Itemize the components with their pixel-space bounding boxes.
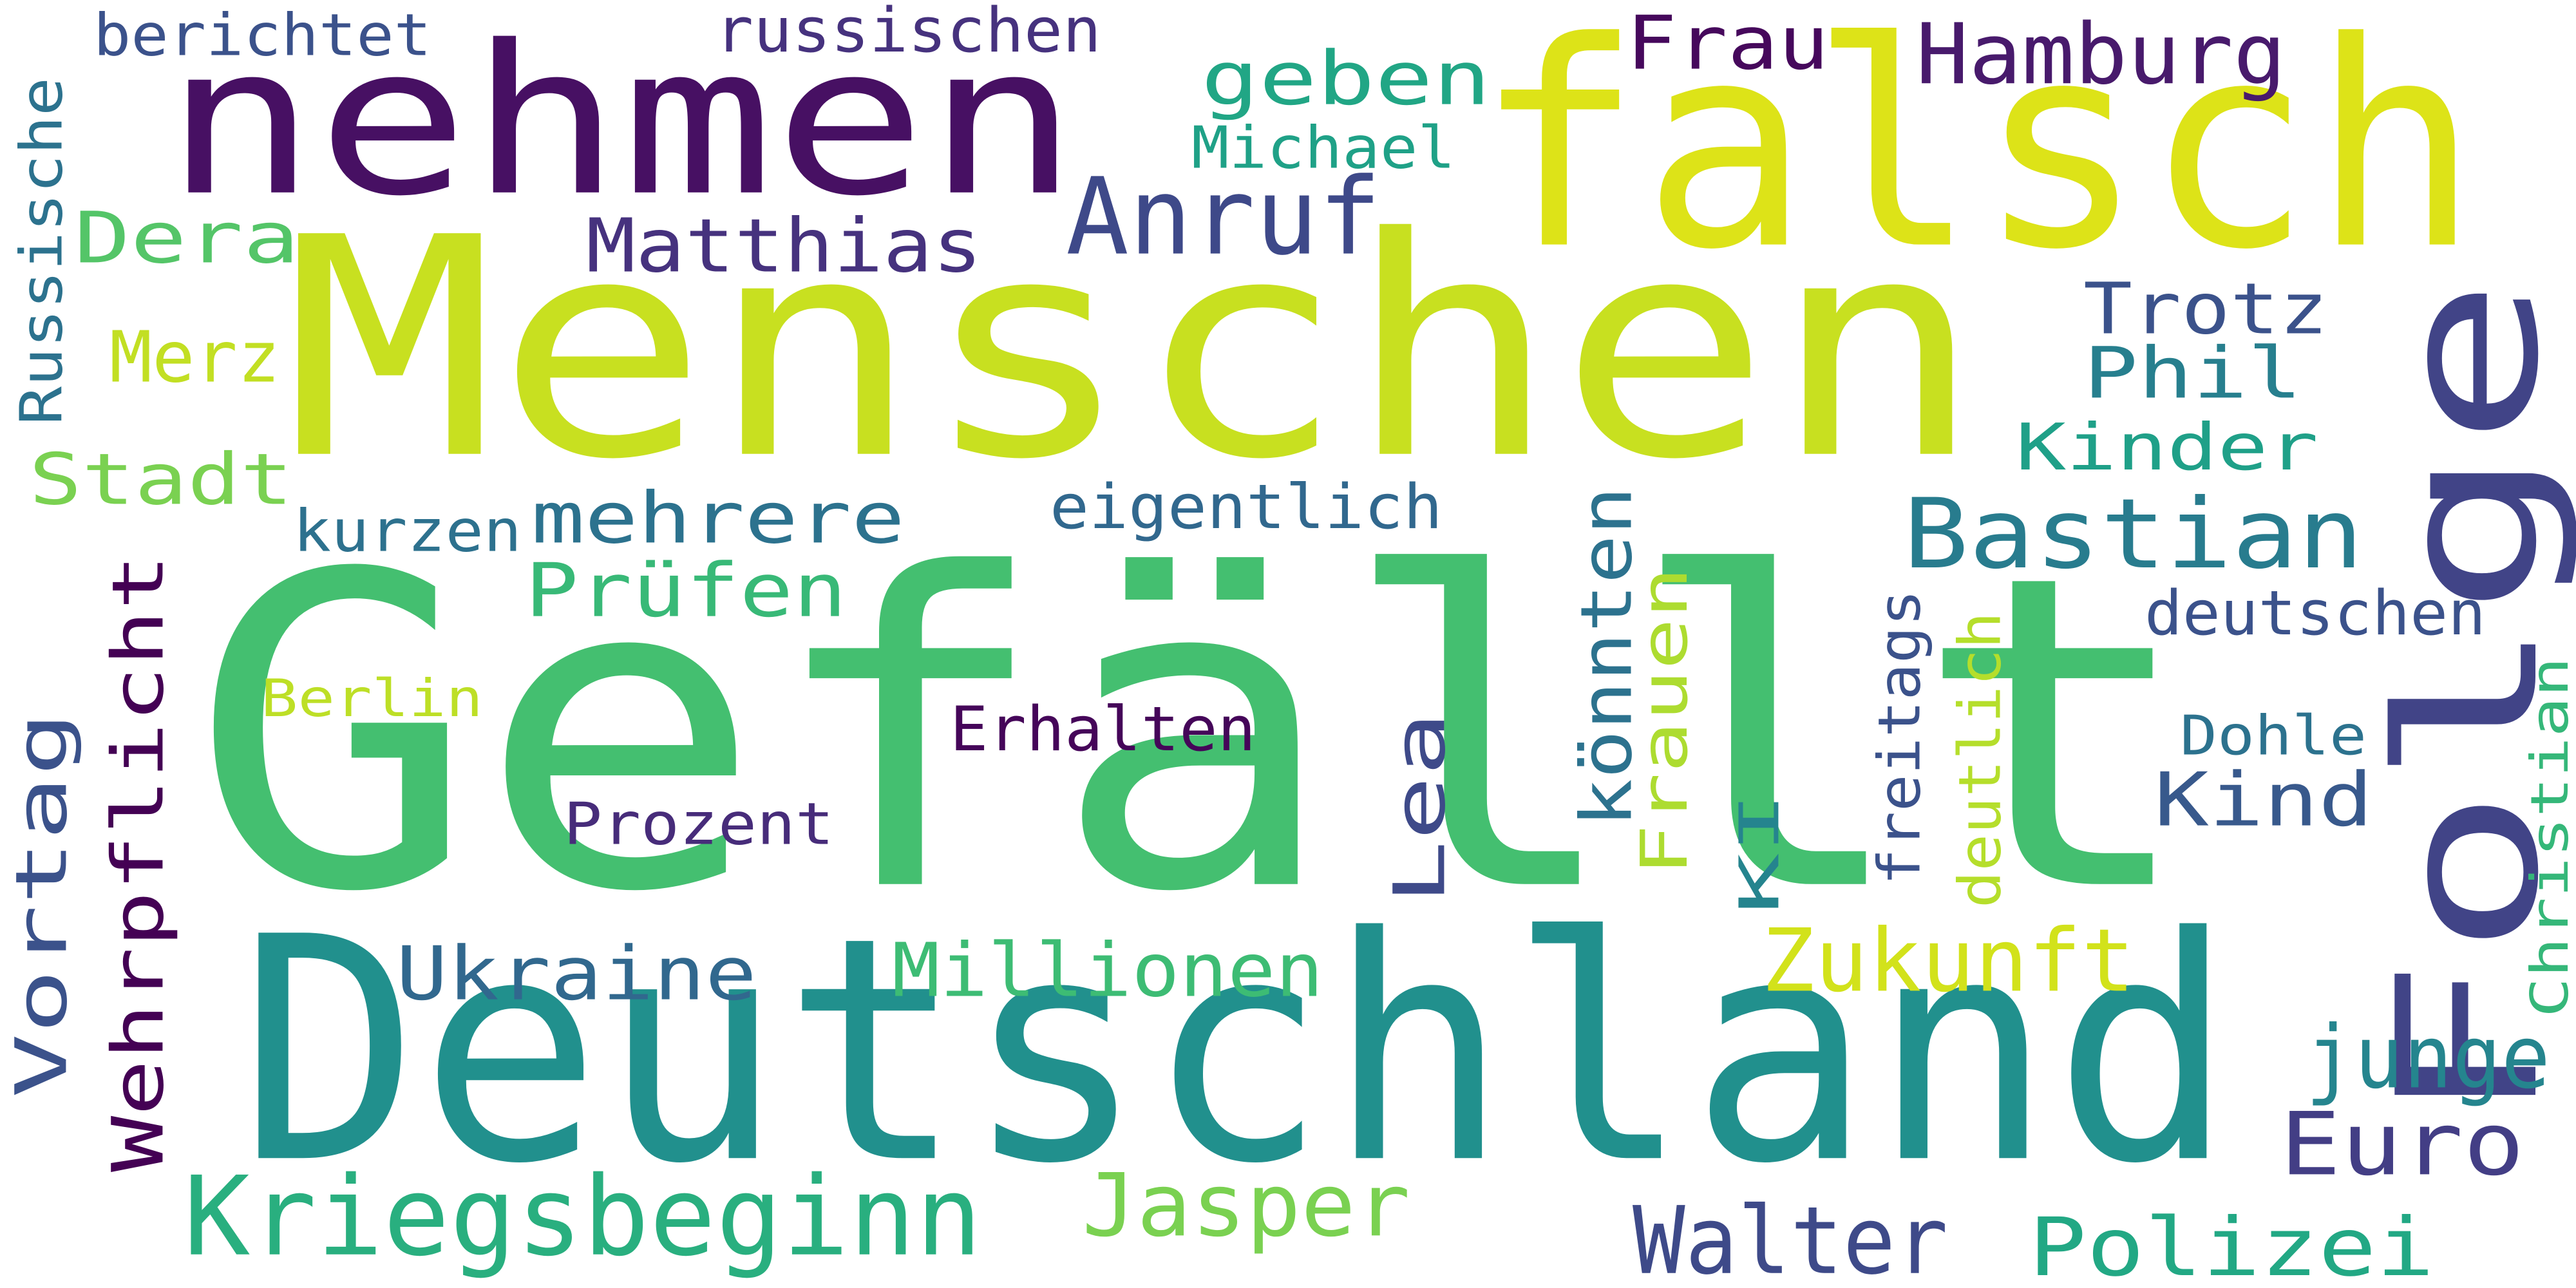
word-prozent: Prozent <box>564 790 834 858</box>
word-ki: KI <box>1727 792 1792 914</box>
word-euro: Euro <box>2280 1093 2524 1195</box>
word-eigentlich: eigentlich <box>1050 471 1443 543</box>
word-erhalten: Erhalten <box>950 693 1256 765</box>
word-falsch: falsch <box>1475 0 2479 313</box>
word-russischen: russischen <box>715 0 1101 66</box>
word-trotz: Trotz <box>2083 267 2328 350</box>
word-lea: Lea <box>1378 712 1461 905</box>
word-anruf: Anruf <box>1066 155 1381 279</box>
word-berlin: Berlin <box>261 668 483 729</box>
word-kurzen: kurzen <box>293 497 522 565</box>
word-menschen: Menschen <box>283 172 1984 527</box>
word-bastian: Bastian <box>1903 477 2363 591</box>
word-dohle: Dohle <box>2180 703 2367 768</box>
word-zukunft: Zukunft <box>1761 909 2135 1012</box>
word-frauen: Frauen <box>1627 567 1702 876</box>
word-hamburg: Hamburg <box>1916 5 2286 104</box>
word-vortag: Vortag <box>0 712 83 1098</box>
word-geben: geben <box>1201 35 1491 122</box>
word-kind: Kind <box>2154 756 2373 844</box>
word-jasper: Jasper <box>1082 1154 1410 1256</box>
word-phil: Phil <box>2083 332 2302 415</box>
word-michael: Michael <box>1191 113 1455 182</box>
word-walter: Walter <box>1633 1186 1948 1288</box>
word-matthias: Matthias <box>586 202 982 290</box>
word-christian: Christian <box>2519 657 2576 1018</box>
word-russische: Russische <box>7 77 76 426</box>
word-ukraine: Ukraine <box>396 930 757 1018</box>
word-berichtet: berichtet <box>93 1 431 70</box>
word-merz: Merz <box>109 316 280 399</box>
word-kriegsbeginn: Kriegsbeginn <box>184 1152 982 1281</box>
word-deutschen: deutschen <box>2145 577 2486 649</box>
word-gefaellt: Gefällt <box>190 482 2199 988</box>
word-junge: junge <box>2306 1006 2550 1108</box>
word-stadt: Stadt <box>29 438 293 521</box>
word-pruefen: Prüfen <box>525 547 847 634</box>
word-deutlich: deutlich <box>1946 612 2014 908</box>
word-nehmen: nehmen <box>164 1 1079 242</box>
word-frau: Frau <box>1626 0 1829 87</box>
word-millionen: Millionen <box>892 927 1323 1014</box>
word-wehrpflicht: Wehrpflicht <box>97 554 180 1172</box>
word-deutschland: Deutschland <box>238 870 2235 1233</box>
word-mehrere: mehrere <box>531 477 905 560</box>
word-kinder: Kinder <box>2016 410 2318 485</box>
word-polizei: Polizei <box>2029 1200 2434 1288</box>
word-dera: Dera <box>74 196 299 279</box>
word-freitags: freitags <box>1865 589 1934 886</box>
